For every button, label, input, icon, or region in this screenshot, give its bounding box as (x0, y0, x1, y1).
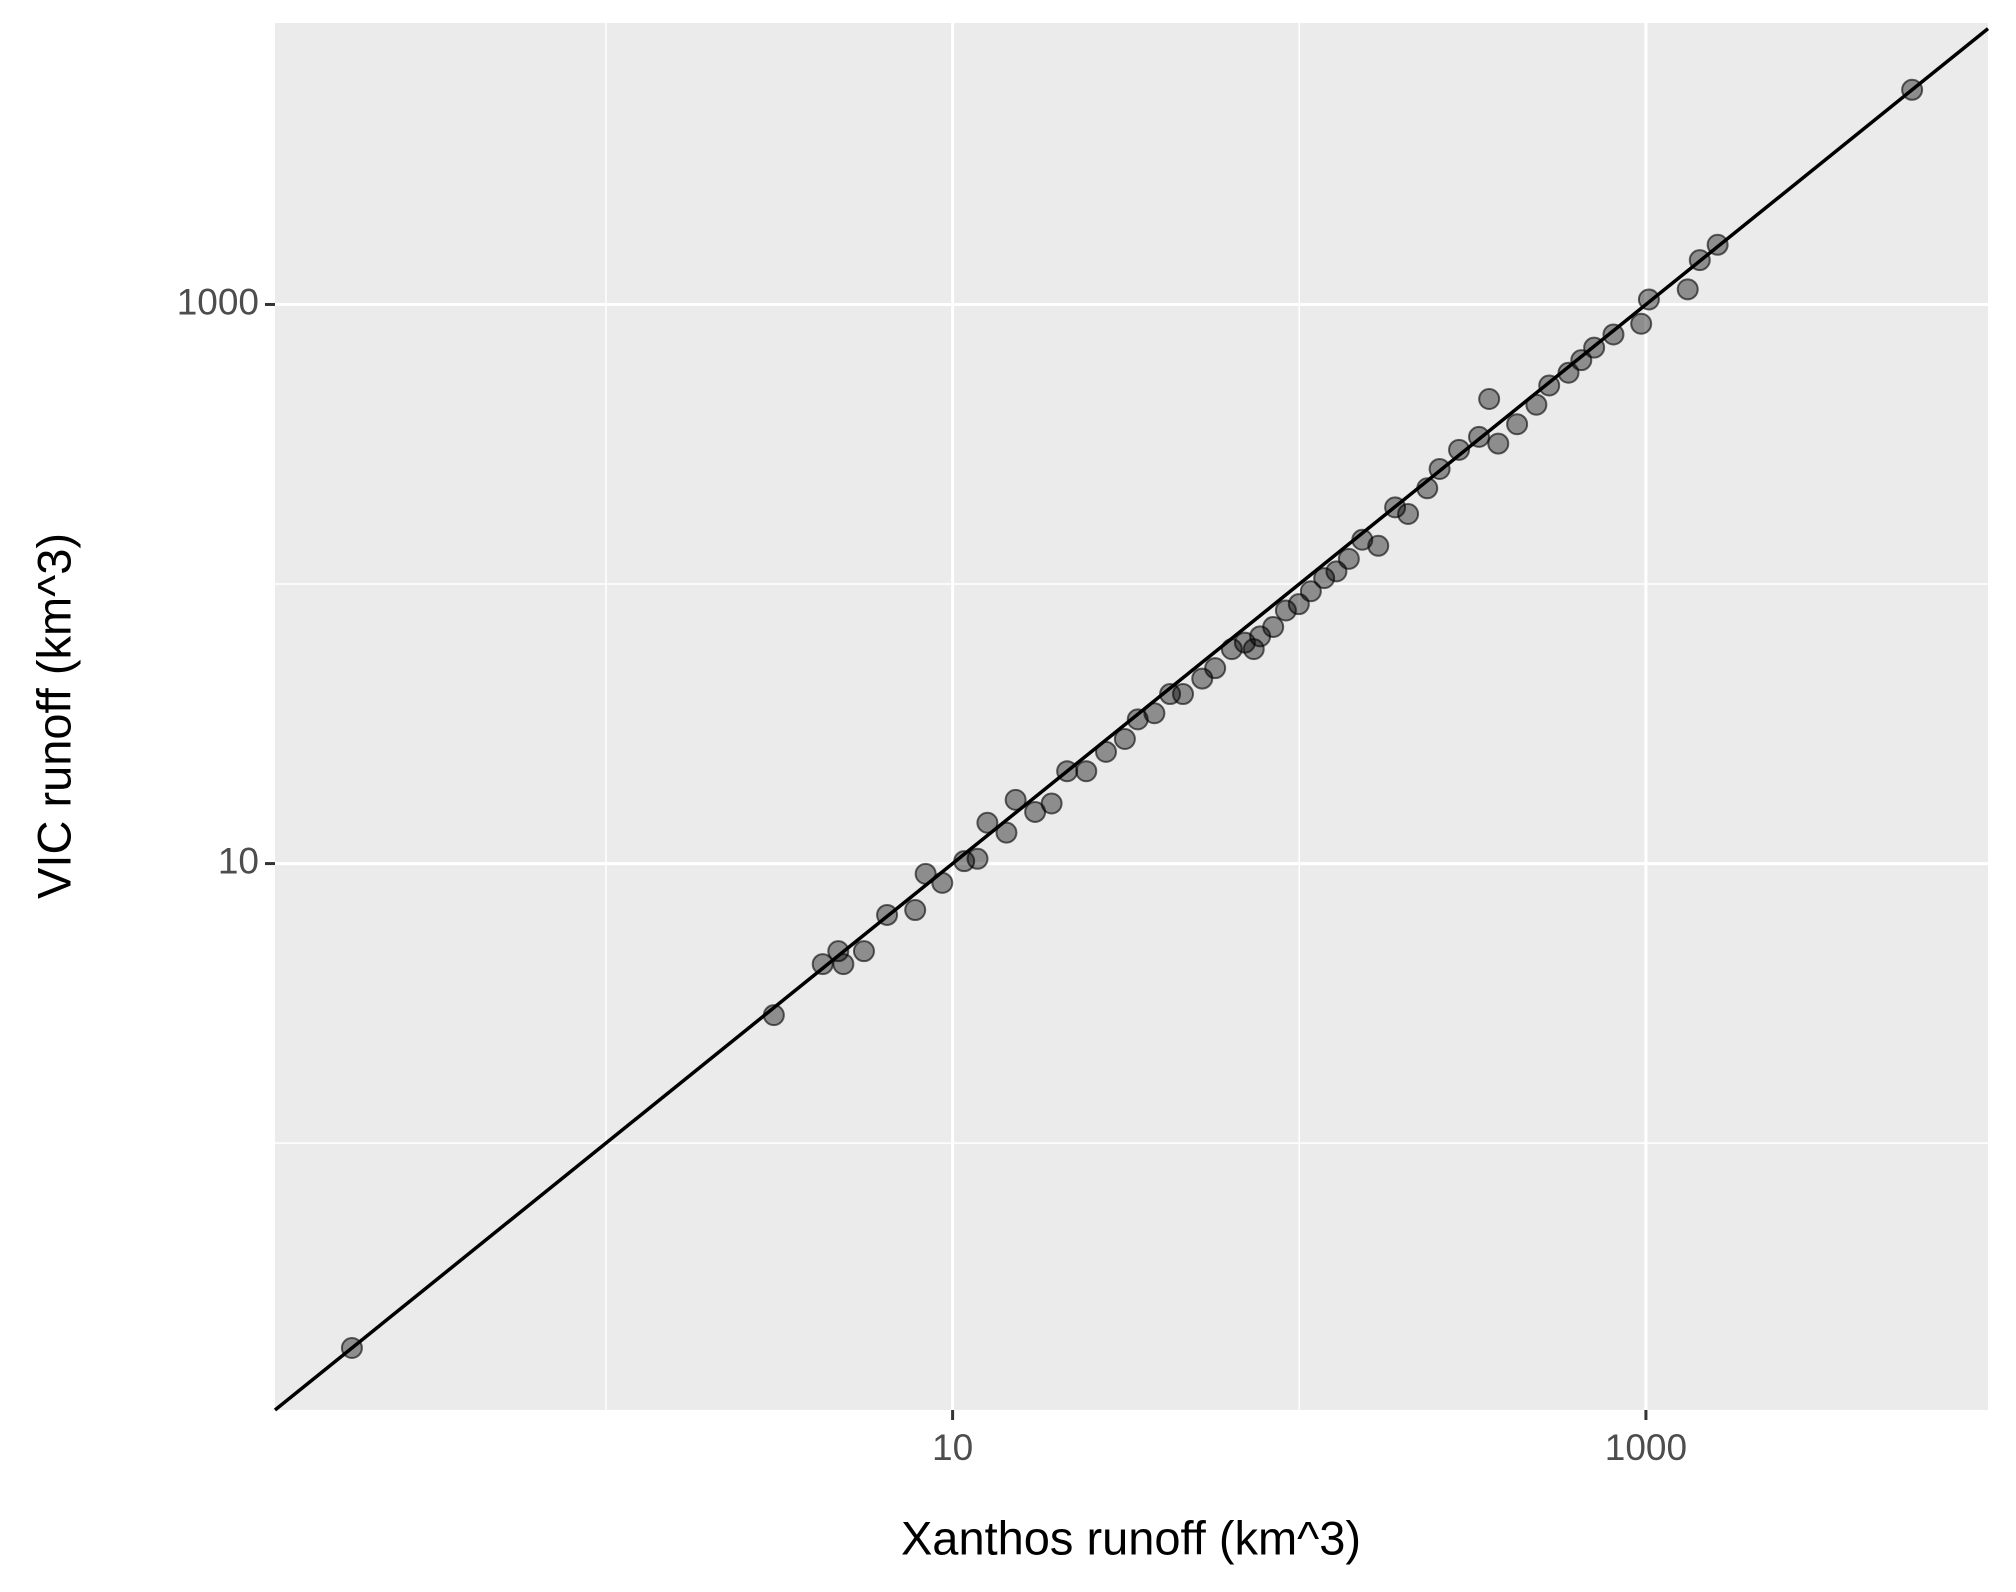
point (1367, 534, 1390, 557)
point (852, 940, 875, 963)
grid (275, 23, 1988, 1410)
point (1172, 683, 1195, 706)
point (1004, 788, 1027, 811)
point (1397, 503, 1420, 526)
point (976, 811, 999, 834)
point (1204, 657, 1227, 680)
x-tick-label: 1000 (1605, 1427, 1687, 1468)
point (1337, 547, 1360, 570)
point (827, 940, 850, 963)
x-tick-label: 10 (932, 1427, 973, 1468)
point (1313, 567, 1336, 590)
point (1676, 278, 1699, 301)
point (1075, 760, 1098, 783)
point (1274, 599, 1297, 622)
point (1299, 580, 1322, 603)
point (1242, 638, 1265, 661)
point (1602, 323, 1625, 346)
x-axis-title: Xanthos runoff (km^3) (901, 1511, 1361, 1564)
point (1478, 388, 1501, 411)
y-tick-label: 1000 (177, 281, 259, 322)
marks (273, 27, 1990, 1412)
point (1448, 438, 1471, 461)
point (832, 953, 855, 976)
point (904, 899, 927, 922)
point (1040, 792, 1063, 815)
y-axis-title: VIC runoff (km^3) (27, 533, 80, 899)
point (1113, 728, 1136, 751)
point (995, 821, 1018, 844)
point (1630, 312, 1653, 335)
point (1143, 702, 1166, 725)
point (1262, 615, 1285, 638)
point (1506, 413, 1529, 436)
identity-line (273, 27, 1990, 1412)
y-tick-label: 10 (218, 840, 259, 881)
point (1487, 432, 1510, 455)
point (966, 847, 989, 870)
